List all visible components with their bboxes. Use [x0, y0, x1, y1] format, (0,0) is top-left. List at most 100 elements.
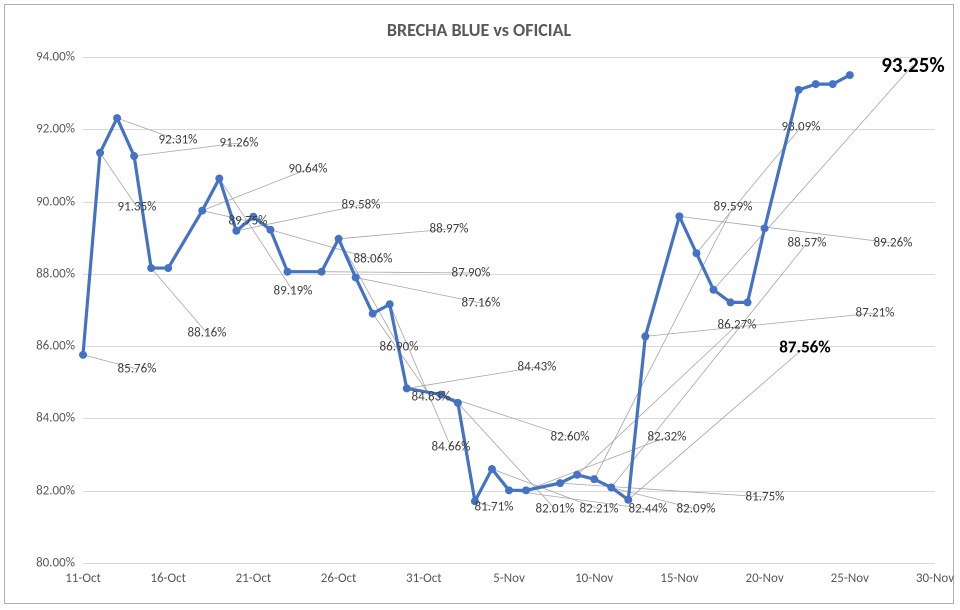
data-marker [113, 114, 121, 122]
leader-line [628, 347, 805, 500]
data-marker [147, 264, 155, 272]
data-marker [215, 174, 223, 182]
data-label: 88.97% [430, 222, 469, 237]
data-label: 82.01% [536, 502, 575, 517]
data-label: 81.71% [475, 500, 514, 515]
leader-line [219, 178, 293, 291]
data-label: 89.75% [229, 214, 268, 229]
data-marker [505, 486, 513, 494]
data-label: 82.60% [551, 430, 590, 445]
x-axis-tick: 30-Nov [916, 563, 954, 586]
data-marker [829, 80, 837, 88]
data-marker [709, 286, 717, 294]
data-marker [846, 71, 854, 79]
data-marker [744, 298, 752, 306]
leader-line [151, 268, 207, 333]
data-label: 93.09% [782, 120, 821, 135]
data-marker [675, 212, 683, 220]
y-axis-tick: 94.00% [36, 50, 83, 65]
data-marker [522, 486, 530, 494]
x-axis-tick: 15-Nov [660, 563, 698, 586]
data-label: 89.58% [342, 198, 381, 213]
x-axis-tick: 11-Oct [65, 563, 101, 586]
x-axis-tick: 31-Oct [406, 563, 442, 586]
leader-line [645, 313, 875, 336]
x-axis-tick: 25-Nov [831, 563, 869, 586]
leader-line [679, 216, 893, 243]
data-marker [812, 80, 820, 88]
data-marker [761, 224, 769, 232]
x-axis-tick: 20-Nov [745, 563, 783, 586]
data-label: 88.57% [788, 236, 827, 251]
data-label: 82.44% [629, 502, 668, 517]
data-marker [198, 207, 206, 215]
data-label: 84.66% [432, 440, 471, 455]
data-label: 85.76% [118, 362, 157, 377]
y-axis-tick: 90.00% [36, 194, 83, 209]
data-marker [369, 310, 377, 318]
data-label: 82.21% [580, 502, 619, 517]
data-label: 87.56% [779, 337, 830, 358]
chart-title: BRECHA BLUE vs OFICIAL [5, 19, 953, 41]
data-marker [79, 351, 87, 359]
data-marker [692, 249, 700, 257]
leader-line [713, 65, 913, 290]
data-marker [352, 273, 360, 281]
data-marker [556, 479, 564, 487]
data-label: 87.21% [856, 306, 895, 321]
plot-area: 80.00%82.00%84.00%86.00%88.00%90.00%92.0… [83, 57, 935, 563]
data-marker [266, 226, 274, 234]
data-marker [386, 300, 394, 308]
leader-line [373, 314, 431, 397]
data-label: 93.25% [881, 52, 945, 78]
data-marker [318, 268, 326, 276]
data-label: 82.09% [677, 502, 716, 517]
y-axis-tick: 86.00% [36, 339, 83, 354]
y-axis-tick: 84.00% [36, 411, 83, 426]
data-label: 91.26% [220, 136, 259, 151]
data-marker [795, 86, 803, 94]
x-axis-tick: 16-Oct [150, 563, 186, 586]
data-label: 81.75% [746, 490, 785, 505]
data-label: 87.90% [452, 266, 491, 281]
data-marker [335, 235, 343, 243]
data-marker [641, 332, 649, 340]
data-marker [283, 268, 291, 276]
series-line [83, 75, 850, 501]
data-label: 92.31% [159, 133, 198, 148]
data-marker [130, 152, 138, 160]
data-label: 86.27% [718, 318, 757, 333]
data-marker [573, 471, 581, 479]
leader-line [322, 272, 471, 273]
data-marker [727, 298, 735, 306]
data-label: 84.43% [518, 360, 557, 375]
x-axis-tick: 5-Nov [493, 563, 525, 586]
data-label: 88.16% [188, 326, 227, 341]
data-label: 84.83% [412, 390, 451, 405]
leader-line [560, 483, 765, 497]
chart-frame: BRECHA BLUE vs OFICIAL 80.00%82.00%84.00… [4, 4, 954, 604]
data-marker [590, 475, 598, 483]
data-marker [607, 483, 615, 491]
data-label: 88.06% [354, 252, 393, 267]
x-axis-tick: 21-Oct [236, 563, 272, 586]
data-marker [454, 399, 462, 407]
data-label: 91.35% [118, 200, 157, 215]
x-axis-tick: 10-Nov [575, 563, 613, 586]
leader-line [390, 304, 451, 447]
data-marker [96, 149, 104, 157]
x-axis-tick: 26-Oct [321, 563, 357, 586]
data-label: 89.19% [274, 284, 313, 299]
data-label: 90.64% [289, 162, 328, 177]
data-label: 89.59% [714, 200, 753, 215]
y-axis-tick: 88.00% [36, 266, 83, 281]
y-axis-tick: 92.00% [36, 122, 83, 137]
data-marker [488, 465, 496, 473]
data-label: 87.16% [462, 296, 501, 311]
data-label: 89.26% [874, 236, 913, 251]
data-label: 82.32% [648, 430, 687, 445]
data-marker [164, 264, 172, 272]
y-axis-tick: 82.00% [36, 483, 83, 498]
leader-line [577, 325, 737, 475]
data-marker [403, 384, 411, 392]
